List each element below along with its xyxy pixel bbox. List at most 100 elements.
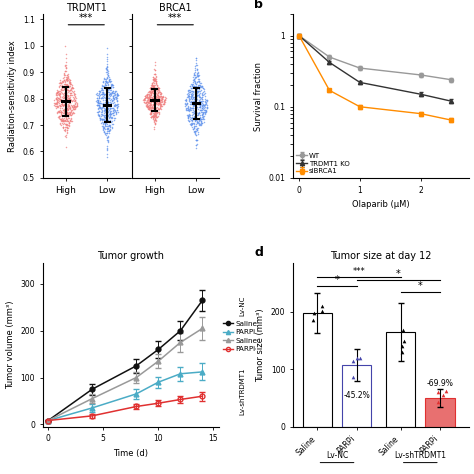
Point — [97, 98, 104, 105]
Point — [97, 119, 105, 127]
Point — [190, 72, 198, 79]
Point — [93, 94, 100, 102]
Point — [64, 115, 72, 122]
Point — [59, 74, 67, 82]
Point — [149, 107, 157, 115]
Point — [102, 86, 109, 93]
Point — [97, 87, 104, 94]
Point — [191, 73, 199, 81]
Point — [196, 80, 204, 87]
Point — [150, 110, 158, 118]
Point — [145, 95, 153, 102]
Point — [56, 102, 64, 109]
Point — [106, 75, 113, 82]
Point — [72, 94, 80, 101]
Point — [150, 101, 157, 109]
Point — [111, 107, 118, 115]
Point — [52, 104, 60, 111]
Point — [194, 112, 202, 119]
Point — [155, 95, 163, 103]
Point — [97, 104, 104, 111]
Point — [54, 91, 61, 99]
Point — [97, 99, 104, 107]
Point — [195, 116, 202, 123]
Point — [151, 100, 159, 108]
Point — [61, 93, 68, 100]
Point — [53, 98, 61, 106]
Point — [147, 89, 155, 97]
Point — [146, 95, 153, 102]
Point — [71, 92, 79, 100]
Point — [107, 82, 115, 89]
Point — [151, 104, 158, 111]
Point — [108, 110, 115, 118]
Point — [62, 123, 70, 130]
Point — [152, 79, 160, 86]
Point — [55, 101, 63, 109]
Point — [147, 100, 155, 108]
Point — [53, 103, 61, 110]
Point — [185, 91, 192, 98]
Point — [157, 102, 164, 109]
Point — [143, 99, 151, 106]
Point — [201, 110, 209, 118]
Point — [152, 86, 160, 94]
Point — [107, 92, 114, 100]
Point — [193, 91, 201, 99]
Point — [202, 108, 210, 115]
Point — [107, 101, 114, 109]
Point — [56, 90, 64, 97]
Point — [161, 99, 168, 106]
Point — [53, 96, 60, 103]
Point — [189, 117, 196, 124]
Point — [72, 96, 79, 104]
Point — [203, 104, 211, 112]
Point — [62, 116, 69, 123]
Text: -69.9%: -69.9% — [427, 379, 453, 388]
Point — [69, 101, 76, 109]
Point — [109, 117, 116, 125]
Point — [203, 97, 210, 104]
Point — [112, 87, 119, 95]
Point — [64, 75, 71, 83]
Point — [191, 76, 198, 83]
Point — [147, 89, 155, 96]
Point — [144, 104, 152, 112]
Point — [192, 84, 200, 91]
Point — [149, 83, 156, 91]
Point — [182, 96, 190, 104]
Point — [68, 80, 75, 87]
Point — [153, 85, 161, 93]
Point — [61, 69, 68, 77]
Point — [55, 88, 62, 95]
Point — [151, 99, 159, 107]
Point — [66, 100, 74, 107]
Point — [192, 136, 200, 144]
Point — [67, 107, 74, 114]
Legend: Saline, PARPi, Saline, PARPi: Saline, PARPi, Saline, PARPi — [223, 321, 257, 353]
Point — [184, 106, 192, 113]
Point — [57, 77, 64, 84]
Point — [193, 95, 201, 103]
Point — [149, 85, 156, 92]
Point — [156, 89, 164, 96]
Point — [69, 88, 76, 96]
Point — [192, 87, 200, 94]
Point — [94, 91, 102, 99]
Point — [195, 96, 202, 103]
Point — [153, 113, 161, 121]
Point — [398, 348, 405, 356]
Point — [150, 100, 158, 108]
Point — [188, 87, 196, 95]
Point — [190, 93, 198, 100]
Point — [96, 87, 103, 95]
Point — [203, 97, 210, 104]
Point — [106, 98, 114, 106]
Point — [93, 97, 100, 105]
Point — [58, 77, 65, 85]
Bar — [303, 313, 332, 427]
Point — [69, 93, 77, 100]
Point — [146, 84, 154, 91]
Point — [194, 130, 201, 138]
Point — [190, 122, 197, 130]
